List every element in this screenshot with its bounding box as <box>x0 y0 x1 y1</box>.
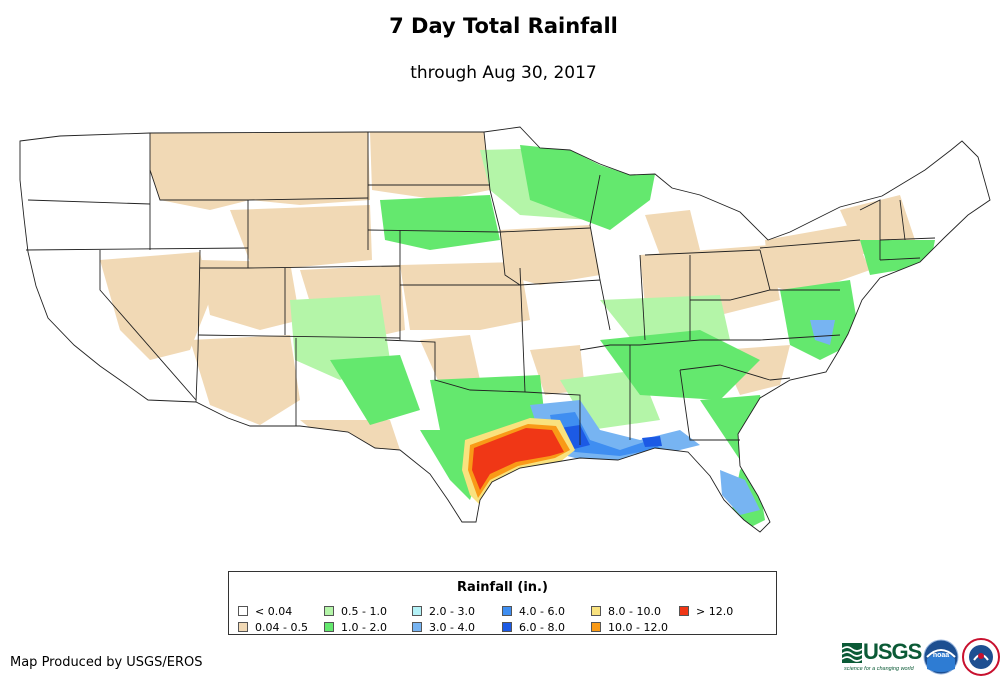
legend-swatch <box>679 606 689 616</box>
noaa-logo-text: noaa <box>932 652 950 659</box>
legend-label: 8.0 - 10.0 <box>608 604 661 618</box>
legend-item: 1.0 - 2.0 <box>324 619 434 635</box>
legend-label: 4.0 - 6.0 <box>519 604 565 618</box>
legend-column-6: > 12.0 <box>679 603 789 619</box>
legend-column-4: 4.0 - 6.0 6.0 - 8.0 <box>502 603 612 635</box>
legend-label: 0.04 - 0.5 <box>255 620 308 634</box>
legend-column-1: < 0.04 0.04 - 0.5 <box>238 603 348 635</box>
legend-label: < 0.04 <box>255 604 293 618</box>
usgs-tagline: science for a changing world <box>844 666 914 672</box>
legend-swatch <box>238 606 248 616</box>
legend-item: 4.0 - 6.0 <box>502 603 612 619</box>
legend-column-2: 0.5 - 1.0 1.0 - 2.0 <box>324 603 434 635</box>
legend-item: 3.0 - 4.0 <box>412 619 522 635</box>
legend-item: 6.0 - 8.0 <box>502 619 612 635</box>
state-boundaries <box>19 126 991 533</box>
noaa-logo-icon <box>923 639 959 675</box>
legend-swatch <box>412 606 422 616</box>
legend-swatch <box>591 606 601 616</box>
legend-item: > 12.0 <box>679 603 789 619</box>
legend-item: 0.5 - 1.0 <box>324 603 434 619</box>
legend-column-3: 2.0 - 3.0 3.0 - 4.0 <box>412 603 522 635</box>
legend-item: 8.0 - 10.0 <box>591 603 701 619</box>
legend-label: 1.0 - 2.0 <box>341 620 387 634</box>
legend-swatch <box>502 622 512 632</box>
rainfall-map <box>0 110 1007 550</box>
legend-item: < 0.04 <box>238 603 348 619</box>
legend-swatch <box>238 622 248 632</box>
legend-label: > 12.0 <box>696 604 734 618</box>
legend-swatch <box>502 606 512 616</box>
legend-title: Rainfall (in.) <box>457 580 548 595</box>
legend-swatch <box>324 622 334 632</box>
map-subtitle: through Aug 30, 2017 <box>410 63 597 83</box>
credit-text: Map Produced by USGS/EROS <box>10 655 203 670</box>
legend-box: Rainfall (in.) < 0.04 0.04 - 0.5 0.5 - 1… <box>228 571 777 635</box>
legend-label: 0.5 - 1.0 <box>341 604 387 618</box>
us-map-svg <box>19 126 991 533</box>
agency-logos: USGS science for a changing world noaa <box>842 637 1002 681</box>
usgs-wave-icon <box>842 643 862 663</box>
map-title: 7 Day Total Rainfall <box>389 14 618 38</box>
legend-column-5: 8.0 - 10.0 10.0 - 12.0 <box>591 603 701 635</box>
legend-label: 2.0 - 3.0 <box>429 604 475 618</box>
legend-item: 0.04 - 0.5 <box>238 619 348 635</box>
legend-swatch <box>324 606 334 616</box>
legend-label: 3.0 - 4.0 <box>429 620 475 634</box>
legend-label: 10.0 - 12.0 <box>608 620 668 634</box>
legend-item: 2.0 - 3.0 <box>412 603 522 619</box>
nws-logo-icon <box>962 638 1000 676</box>
legend-item: 10.0 - 12.0 <box>591 619 701 635</box>
legend-swatch <box>412 622 422 632</box>
usgs-logo-text: USGS <box>863 639 922 664</box>
legend-swatch <box>591 622 601 632</box>
legend-label: 6.0 - 8.0 <box>519 620 565 634</box>
